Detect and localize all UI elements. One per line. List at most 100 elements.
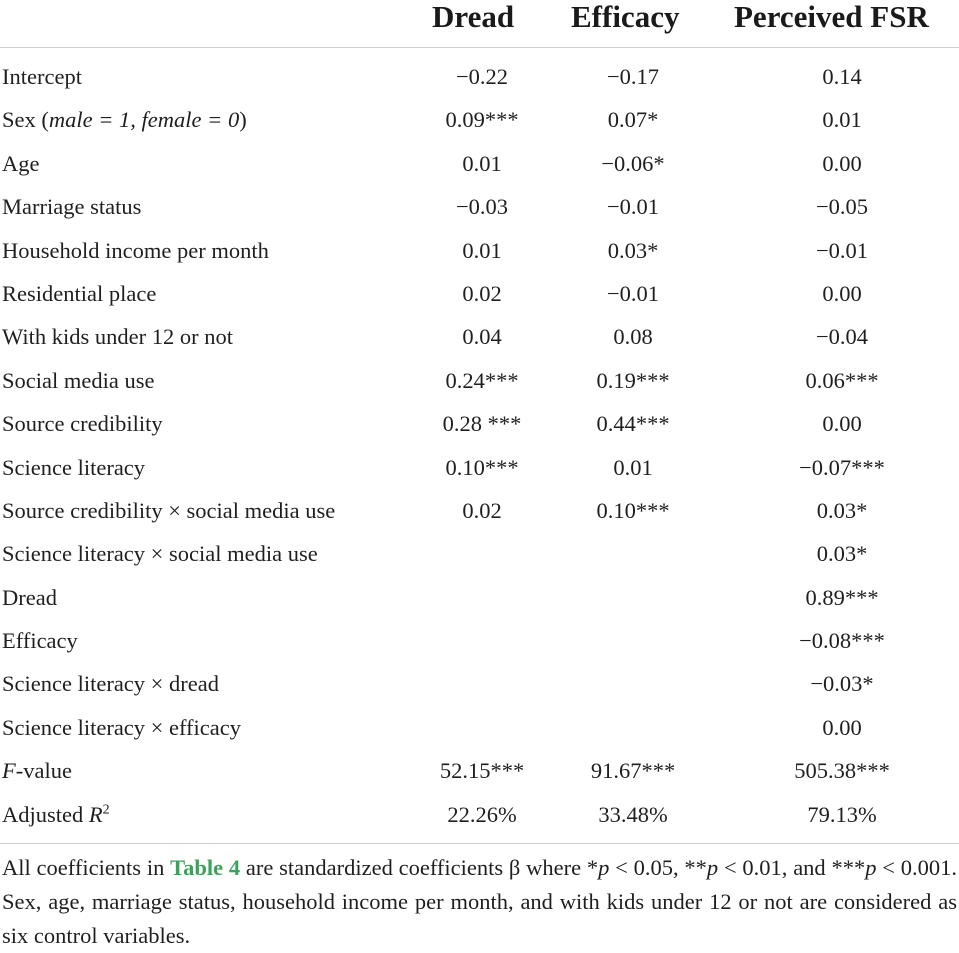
fsr-value: −0.04 <box>815 324 869 350</box>
fsr-value: −0.05 <box>815 194 869 220</box>
efficacy-value: −0.01 <box>606 280 660 306</box>
table-row: Marriage status −0.03 −0.01 −0.05 <box>0 186 959 229</box>
efficacy-value: 91.67*** <box>590 758 676 784</box>
row-label: Science literacy × dread <box>2 671 219 697</box>
efficacy-value: 0.08 <box>613 324 653 350</box>
row-label: Science literacy × efficacy <box>2 714 242 740</box>
table-reference-link[interactable]: Table 4 <box>170 855 241 880</box>
fsr-value: 0.00 <box>822 714 862 740</box>
efficacy-value: −0.06* <box>601 150 665 176</box>
footnote-text: All coefficients in <box>2 855 171 880</box>
row-label: Science literacy <box>2 454 146 480</box>
column-header-dread: Dread <box>432 0 515 34</box>
row-label: Source credibility <box>2 411 163 437</box>
footnote-p: p <box>706 855 719 880</box>
dread-value: 0.02 <box>462 497 502 523</box>
footnote-p: p <box>865 855 877 880</box>
footnote-p: p <box>598 855 610 880</box>
dread-value: 0.10*** <box>445 454 519 480</box>
fsr-value: 0.03* <box>816 497 868 523</box>
efficacy-value: −0.01 <box>606 194 660 220</box>
dread-value: 0.09*** <box>445 107 519 133</box>
table-row: Science literacy × social media use 0.03… <box>0 533 959 576</box>
footnote-text: < 0.05, ** <box>609 855 707 880</box>
efficacy-value: 33.48% <box>598 801 668 827</box>
fsr-value: −0.07*** <box>799 454 885 480</box>
table-row: Science literacy × dread −0.03* <box>0 663 959 706</box>
fsr-value: 0.89*** <box>805 584 879 610</box>
row-label: Marriage status <box>2 194 142 220</box>
row-label-italic: F <box>2 758 16 784</box>
fsr-value: −0.01 <box>815 237 869 263</box>
efficacy-value: 0.01 <box>613 454 653 480</box>
row-label-italic: male = 1, female = 0 <box>48 107 240 133</box>
table-row: With kids under 12 or not 0.04 0.08 −0.0… <box>0 316 959 359</box>
table-row: Efficacy −0.08*** <box>0 620 959 663</box>
fsr-value: 0.03* <box>816 541 868 567</box>
table-row: Science literacy 0.10*** 0.01 −0.07*** <box>0 447 959 490</box>
row-label: Residential place <box>2 280 157 306</box>
table-header: Dread Efficacy Perceived FSR <box>0 0 959 48</box>
fsr-value: 0.14 <box>822 64 862 89</box>
efficacy-value: 0.03* <box>607 237 659 263</box>
fsr-value: 0.01 <box>822 107 862 133</box>
dread-value: 22.26% <box>447 801 517 827</box>
table-row: Age 0.01 −0.06* 0.00 <box>0 143 959 186</box>
dread-value: 0.28 *** <box>442 411 522 437</box>
row-label: Source credibility × social media use <box>2 497 336 523</box>
footnote-text: < 0.01, and *** <box>718 855 866 880</box>
dread-value: 0.01 <box>462 150 502 176</box>
row-label: Social media use <box>2 367 155 393</box>
row-label: Intercept <box>2 64 82 89</box>
row-label: Age <box>2 150 40 176</box>
table-body: Intercept −0.22 −0.17 0.14 Sex (male = 1… <box>0 56 959 837</box>
table-footnote: All coefficients in Table 4 are standard… <box>2 851 957 953</box>
fsr-value: 0.00 <box>822 280 862 306</box>
fsr-value: 0.00 <box>822 411 862 437</box>
dread-value: 52.15*** <box>439 758 525 784</box>
efficacy-value: −0.17 <box>606 64 660 89</box>
table-row: Household income per month 0.01 0.03* −0… <box>0 230 959 273</box>
table-row: F-value 52.15*** 91.67*** 505.38*** <box>0 750 959 793</box>
fsr-value: −0.03* <box>810 671 874 697</box>
table-row: Sex (male = 1, female = 0) 0.09*** 0.07*… <box>0 99 959 142</box>
row-label: Efficacy <box>2 628 78 654</box>
table-row: Science literacy × efficacy 0.00 <box>0 707 959 750</box>
table-row: Residential place 0.02 −0.01 0.00 <box>0 273 959 316</box>
row-label: Household income per month <box>2 237 269 263</box>
column-header-efficacy: Efficacy <box>571 0 680 34</box>
fsr-value: 505.38*** <box>794 758 890 784</box>
row-label: Sex (male = 1, female = 0) <box>2 107 247 133</box>
fsr-value: −0.08*** <box>799 628 885 654</box>
efficacy-value: 0.07* <box>607 107 659 133</box>
efficacy-value: 0.19*** <box>596 367 670 393</box>
row-label: With kids under 12 or not <box>2 324 233 350</box>
row-label-text: Sex ( <box>2 107 49 133</box>
row-label-superscript: 2 <box>102 802 110 818</box>
table-row: Social media use 0.24*** 0.19*** 0.06*** <box>0 360 959 403</box>
efficacy-value: 0.10*** <box>596 497 670 523</box>
row-label: F-value <box>2 758 72 784</box>
table-row: Source credibility 0.28 *** 0.44*** 0.00 <box>0 403 959 446</box>
fsr-value: 79.13% <box>807 801 877 827</box>
row-label: Dread <box>2 584 57 610</box>
fsr-value: 0.00 <box>822 150 862 176</box>
column-header-perceived-fsr: Perceived FSR <box>734 0 929 34</box>
table-row: Adjusted R2 22.26% 33.48% 79.13% <box>0 794 959 837</box>
table-row: Intercept −0.22 −0.17 0.14 <box>0 56 959 99</box>
fsr-value: 0.06*** <box>805 367 879 393</box>
footnote-text: < 0.001. Sex, age, marriage status, hous… <box>2 855 957 948</box>
dread-value: −0.03 <box>455 194 509 220</box>
row-label: Adjusted R2 <box>2 802 110 828</box>
table-row: Dread 0.89*** <box>0 577 959 620</box>
dread-value: 0.02 <box>462 280 502 306</box>
table-bottom-rule <box>0 843 959 844</box>
row-label-text: -value <box>15 758 72 784</box>
dread-value: 0.24*** <box>445 367 519 393</box>
row-label-italic: R <box>88 801 103 827</box>
row-label-close: ) <box>239 107 247 133</box>
dread-value: 0.01 <box>462 237 502 263</box>
efficacy-value: 0.44*** <box>596 411 670 437</box>
table-row: Source credibility × social media use 0.… <box>0 490 959 533</box>
